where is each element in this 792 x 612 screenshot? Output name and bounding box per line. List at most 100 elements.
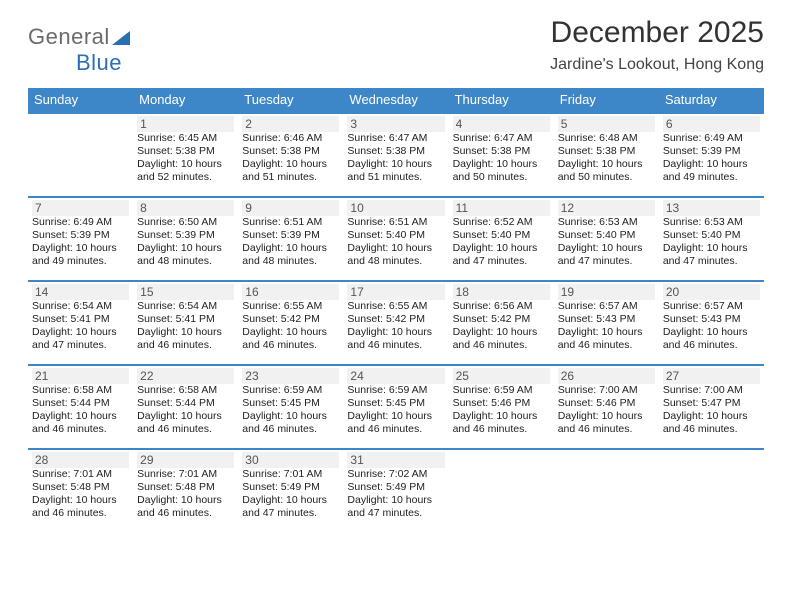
sunset-text: Sunset: 5:38 PM: [137, 145, 234, 158]
day-body: Sunrise: 7:02 AMSunset: 5:49 PMDaylight:…: [347, 468, 444, 521]
day-number: [558, 452, 655, 468]
day-number: [663, 452, 760, 468]
day-body: Sunrise: 6:53 AMSunset: 5:40 PMDaylight:…: [558, 216, 655, 269]
day-body: Sunrise: 7:00 AMSunset: 5:46 PMDaylight:…: [558, 384, 655, 437]
day-cell: 28Sunrise: 7:01 AMSunset: 5:48 PMDayligh…: [28, 450, 133, 532]
week-row: 21Sunrise: 6:58 AMSunset: 5:44 PMDayligh…: [28, 364, 764, 448]
daylight-text: Daylight: 10 hours and 46 minutes.: [137, 410, 234, 436]
day-body: Sunrise: 6:59 AMSunset: 5:45 PMDaylight:…: [347, 384, 444, 437]
sunset-text: Sunset: 5:38 PM: [242, 145, 339, 158]
day-body: Sunrise: 7:01 AMSunset: 5:48 PMDaylight:…: [137, 468, 234, 521]
sunset-text: Sunset: 5:46 PM: [453, 397, 550, 410]
day-body: Sunrise: 6:56 AMSunset: 5:42 PMDaylight:…: [453, 300, 550, 353]
daylight-text: Daylight: 10 hours and 46 minutes.: [558, 326, 655, 352]
sunrise-text: Sunrise: 6:47 AM: [347, 132, 444, 145]
sunset-text: Sunset: 5:38 PM: [347, 145, 444, 158]
sunset-text: Sunset: 5:43 PM: [663, 313, 760, 326]
daylight-text: Daylight: 10 hours and 47 minutes.: [453, 242, 550, 268]
sunset-text: Sunset: 5:40 PM: [558, 229, 655, 242]
daylight-text: Daylight: 10 hours and 47 minutes.: [558, 242, 655, 268]
day-number: 7: [32, 200, 129, 216]
day-number: 6: [663, 116, 760, 132]
day-header: Wednesday: [343, 88, 448, 112]
sunrise-text: Sunrise: 7:01 AM: [242, 468, 339, 481]
day-number: 9: [242, 200, 339, 216]
sunset-text: Sunset: 5:41 PM: [137, 313, 234, 326]
day-cell: [28, 114, 133, 196]
sunrise-text: Sunrise: 6:58 AM: [137, 384, 234, 397]
sunset-text: Sunset: 5:39 PM: [137, 229, 234, 242]
sunrise-text: Sunrise: 6:54 AM: [137, 300, 234, 313]
day-number: 29: [137, 452, 234, 468]
sunrise-text: Sunrise: 6:58 AM: [32, 384, 129, 397]
day-header-row: SundayMondayTuesdayWednesdayThursdayFrid…: [28, 88, 764, 112]
sunrise-text: Sunrise: 6:51 AM: [242, 216, 339, 229]
day-body: Sunrise: 7:00 AMSunset: 5:47 PMDaylight:…: [663, 384, 760, 437]
day-number: 18: [453, 284, 550, 300]
daylight-text: Daylight: 10 hours and 47 minutes.: [347, 494, 444, 520]
sunrise-text: Sunrise: 6:57 AM: [558, 300, 655, 313]
day-body: Sunrise: 6:48 AMSunset: 5:38 PMDaylight:…: [558, 132, 655, 185]
day-cell: [449, 450, 554, 532]
daylight-text: Daylight: 10 hours and 46 minutes.: [242, 326, 339, 352]
sunrise-text: Sunrise: 7:01 AM: [32, 468, 129, 481]
daylight-text: Daylight: 10 hours and 50 minutes.: [558, 158, 655, 184]
day-cell: 2Sunrise: 6:46 AMSunset: 5:38 PMDaylight…: [238, 114, 343, 196]
sunrise-text: Sunrise: 6:56 AM: [453, 300, 550, 313]
day-number: 17: [347, 284, 444, 300]
day-cell: 7Sunrise: 6:49 AMSunset: 5:39 PMDaylight…: [28, 198, 133, 280]
day-number: 14: [32, 284, 129, 300]
day-cell: 13Sunrise: 6:53 AMSunset: 5:40 PMDayligh…: [659, 198, 764, 280]
day-cell: 15Sunrise: 6:54 AMSunset: 5:41 PMDayligh…: [133, 282, 238, 364]
daylight-text: Daylight: 10 hours and 46 minutes.: [242, 410, 339, 436]
sunrise-text: Sunrise: 6:53 AM: [558, 216, 655, 229]
day-number: 12: [558, 200, 655, 216]
day-cell: 25Sunrise: 6:59 AMSunset: 5:46 PMDayligh…: [449, 366, 554, 448]
day-body: Sunrise: 6:57 AMSunset: 5:43 PMDaylight:…: [663, 300, 760, 353]
day-body: Sunrise: 6:58 AMSunset: 5:44 PMDaylight:…: [137, 384, 234, 437]
sunset-text: Sunset: 5:41 PM: [32, 313, 129, 326]
day-cell: 18Sunrise: 6:56 AMSunset: 5:42 PMDayligh…: [449, 282, 554, 364]
day-body: Sunrise: 6:47 AMSunset: 5:38 PMDaylight:…: [453, 132, 550, 185]
brand-sail-icon: [112, 30, 132, 46]
daylight-text: Daylight: 10 hours and 51 minutes.: [242, 158, 339, 184]
daylight-text: Daylight: 10 hours and 46 minutes.: [663, 326, 760, 352]
day-number: 23: [242, 368, 339, 384]
day-body: Sunrise: 7:01 AMSunset: 5:48 PMDaylight:…: [32, 468, 129, 521]
sunset-text: Sunset: 5:38 PM: [453, 145, 550, 158]
calendar-grid: SundayMondayTuesdayWednesdayThursdayFrid…: [28, 88, 764, 532]
day-body: Sunrise: 7:01 AMSunset: 5:49 PMDaylight:…: [242, 468, 339, 521]
day-header: Friday: [554, 88, 659, 112]
sunrise-text: Sunrise: 6:48 AM: [558, 132, 655, 145]
day-number: 5: [558, 116, 655, 132]
sunrise-text: Sunrise: 6:59 AM: [347, 384, 444, 397]
day-number: 3: [347, 116, 444, 132]
daylight-text: Daylight: 10 hours and 52 minutes.: [137, 158, 234, 184]
day-body: Sunrise: 6:55 AMSunset: 5:42 PMDaylight:…: [347, 300, 444, 353]
day-cell: 24Sunrise: 6:59 AMSunset: 5:45 PMDayligh…: [343, 366, 448, 448]
day-cell: 21Sunrise: 6:58 AMSunset: 5:44 PMDayligh…: [28, 366, 133, 448]
day-body: Sunrise: 6:52 AMSunset: 5:40 PMDaylight:…: [453, 216, 550, 269]
sunset-text: Sunset: 5:48 PM: [137, 481, 234, 494]
sunrise-text: Sunrise: 6:54 AM: [32, 300, 129, 313]
day-number: 15: [137, 284, 234, 300]
sunrise-text: Sunrise: 7:00 AM: [558, 384, 655, 397]
day-cell: 6Sunrise: 6:49 AMSunset: 5:39 PMDaylight…: [659, 114, 764, 196]
sunrise-text: Sunrise: 6:49 AM: [32, 216, 129, 229]
day-cell: 26Sunrise: 7:00 AMSunset: 5:46 PMDayligh…: [554, 366, 659, 448]
day-header: Monday: [133, 88, 238, 112]
sunset-text: Sunset: 5:45 PM: [347, 397, 444, 410]
day-body: Sunrise: 6:50 AMSunset: 5:39 PMDaylight:…: [137, 216, 234, 269]
sunrise-text: Sunrise: 6:46 AM: [242, 132, 339, 145]
sunset-text: Sunset: 5:40 PM: [663, 229, 760, 242]
day-cell: 3Sunrise: 6:47 AMSunset: 5:38 PMDaylight…: [343, 114, 448, 196]
day-cell: 17Sunrise: 6:55 AMSunset: 5:42 PMDayligh…: [343, 282, 448, 364]
sunrise-text: Sunrise: 6:47 AM: [453, 132, 550, 145]
week-row: 1Sunrise: 6:45 AMSunset: 5:38 PMDaylight…: [28, 112, 764, 196]
sunset-text: Sunset: 5:43 PM: [558, 313, 655, 326]
day-cell: 20Sunrise: 6:57 AMSunset: 5:43 PMDayligh…: [659, 282, 764, 364]
sunset-text: Sunset: 5:48 PM: [32, 481, 129, 494]
daylight-text: Daylight: 10 hours and 51 minutes.: [347, 158, 444, 184]
day-body: Sunrise: 6:54 AMSunset: 5:41 PMDaylight:…: [32, 300, 129, 353]
day-number: 30: [242, 452, 339, 468]
